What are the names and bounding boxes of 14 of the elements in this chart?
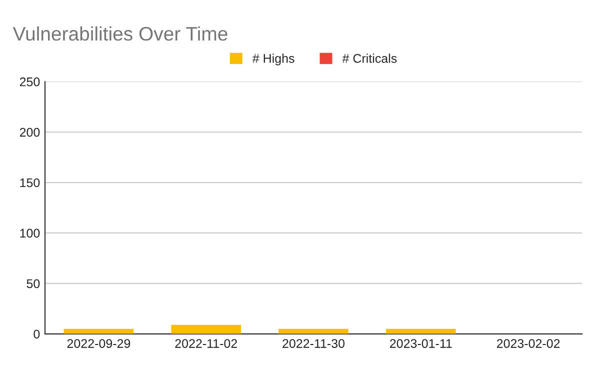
legend-label: # Highs bbox=[252, 54, 294, 66]
legend-label: # Criticals bbox=[342, 54, 397, 63]
y-tick-label: 200 bbox=[20, 128, 40, 137]
y-tick-label: 150 bbox=[20, 178, 40, 188]
x-tick-label: 2022-11-30 bbox=[282, 339, 345, 348]
y-tick-label: 250 bbox=[20, 77, 40, 86]
x-tick-label: 2023-01-11 bbox=[390, 339, 452, 348]
y-tick-label: 0 bbox=[34, 330, 40, 339]
x-tick-label: 2022-11-02 bbox=[175, 339, 237, 348]
y-tick-label: 50 bbox=[26, 279, 40, 288]
chart-title: Vulnerabilities Over Time bbox=[12, 26, 228, 41]
x-tick-label: 2023-02-02 bbox=[496, 339, 560, 348]
y-tick-label: 100 bbox=[20, 228, 40, 238]
x-tick-label: 2022-09-29 bbox=[67, 339, 130, 348]
